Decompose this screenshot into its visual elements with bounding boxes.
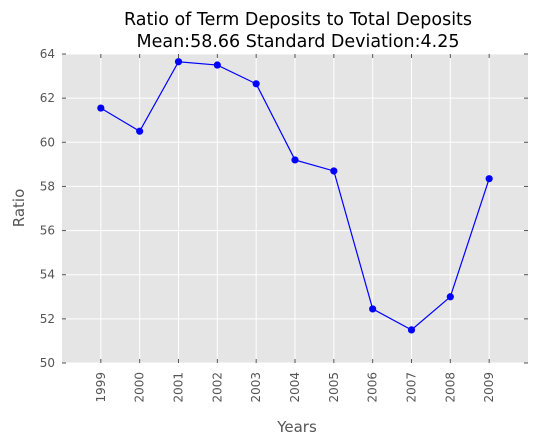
y-tick-label: 56: [40, 224, 55, 238]
x-tick-label: 2002: [210, 372, 224, 403]
y-tick-label: 54: [40, 268, 55, 282]
x-tick-label: 2003: [249, 372, 263, 403]
data-point: [136, 127, 144, 135]
x-tick-label: 2005: [327, 372, 341, 403]
y-tick-labels: 50 52 54 56 58 60 62 64: [40, 47, 55, 370]
x-tick-labels: 1999 2000 2001 2002 2003 2004 2005 2006 2007 2008…: [94, 372, 496, 403]
series-points: [97, 58, 493, 334]
y-axis-label: Ratio: [10, 189, 28, 228]
tick-marks: [62, 53, 528, 364]
y-tick-label: 60: [40, 135, 55, 149]
y-tick-label: 50: [40, 356, 55, 370]
chart-subtitle: Mean:58.66 Standard Deviation:4.25: [137, 32, 460, 52]
data-point: [485, 175, 493, 183]
data-point: [369, 305, 377, 313]
data-point: [97, 104, 105, 112]
data-point: [291, 156, 299, 164]
x-tick-label: 2001: [172, 372, 186, 403]
data-point: [174, 58, 183, 66]
x-tick-label: 1999: [94, 372, 108, 403]
data-point: [252, 80, 260, 88]
x-axis-label: Years: [276, 418, 317, 436]
y-tick-label: 58: [40, 179, 55, 193]
x-tick-label: 2000: [133, 372, 147, 403]
y-tick-label: 64: [40, 47, 55, 61]
y-tick-label: 52: [40, 312, 55, 326]
y-tick-label: 62: [40, 91, 55, 105]
data-point: [446, 293, 454, 301]
chart-title: Ratio of Term Deposits to Total Deposits: [124, 10, 472, 30]
x-tick-label: 2007: [405, 372, 419, 403]
data-point: [407, 326, 416, 334]
data-point: [213, 61, 221, 69]
x-tick-label: 2006: [366, 372, 380, 403]
x-tick-label: 2004: [288, 372, 302, 403]
x-tick-label: 2009: [482, 372, 496, 403]
x-tick-label: 2008: [443, 372, 457, 403]
data-point: [330, 167, 338, 175]
